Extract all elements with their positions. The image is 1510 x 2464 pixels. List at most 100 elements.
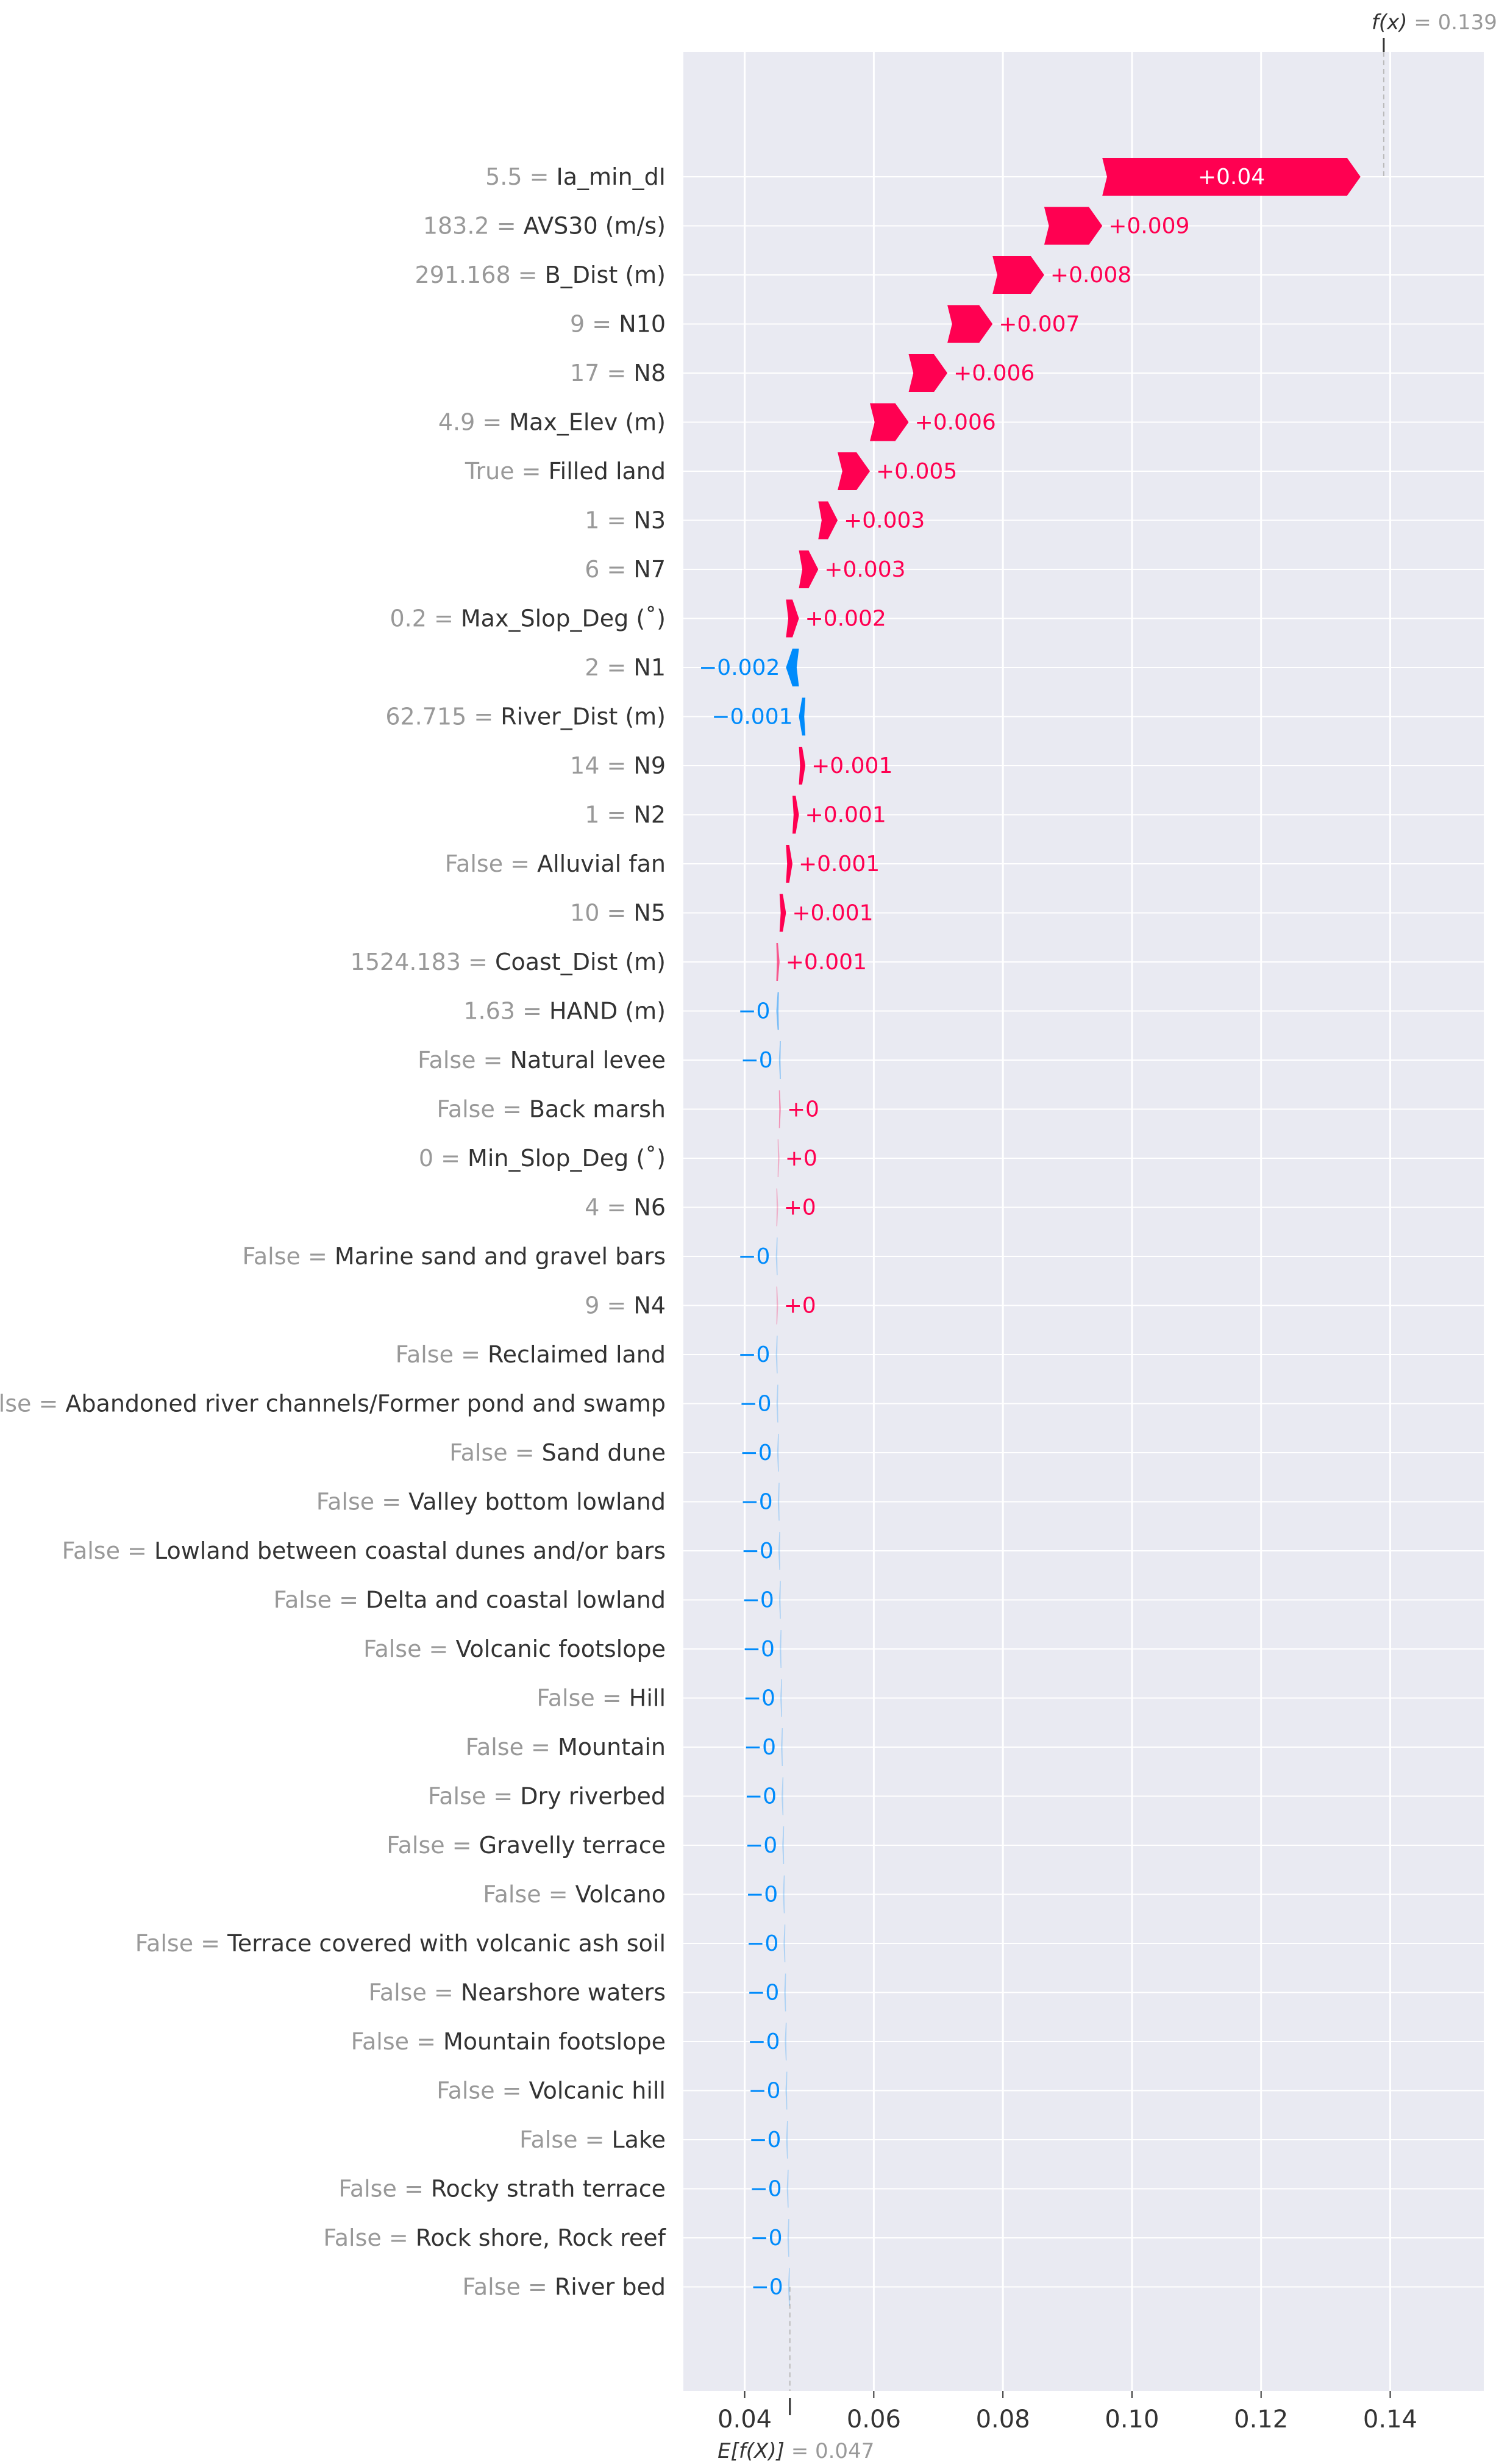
bar-negative: [778, 1581, 781, 1619]
feature-value: False: [396, 1341, 454, 1368]
feature-label: False = River bed: [462, 2274, 666, 2301]
equals-sign: =: [599, 556, 633, 583]
equals-sign: =: [461, 949, 495, 975]
contribution-label: −0: [749, 2128, 781, 2152]
contribution-label: +0.001: [792, 901, 873, 926]
feature-name: Volcano: [575, 1881, 666, 1908]
feature-name: N6: [633, 1194, 666, 1221]
contribution-label: +0.001: [786, 950, 867, 975]
contribution-label: −0: [744, 1784, 777, 1809]
feature-value: 1: [585, 507, 599, 534]
contribution-label: +0.007: [999, 312, 1080, 337]
bar-negative: [783, 1875, 785, 1914]
contribution-label: +0.001: [799, 852, 880, 877]
equals-sign: =: [515, 458, 549, 485]
equals-sign: =: [578, 2126, 612, 2153]
contribution-label: −0: [744, 1735, 776, 1760]
equals-sign: =: [503, 850, 537, 877]
feature-label: 1.63 = HAND (m): [463, 998, 666, 1025]
feature-label: False = Alluvial fan: [445, 850, 666, 877]
feature-label: False = Natural levee: [418, 1047, 666, 1074]
feature-value: 2: [585, 654, 599, 681]
feature-name: Mountain: [558, 1734, 666, 1761]
contribution-label: −0: [746, 1882, 778, 1907]
contribution-label: +0.003: [844, 508, 925, 533]
feature-name: Back marsh: [529, 1096, 666, 1123]
feature-label: False = Delta and coastal lowland: [274, 1587, 666, 1614]
feature-name: Delta and coastal lowland: [366, 1587, 666, 1614]
contribution-label: −0: [743, 1637, 775, 1662]
contribution-label: −0: [741, 1048, 773, 1073]
feature-label: False = Terrace covered with volcanic as…: [135, 1930, 666, 1957]
expected-value-symbol: E[f(X)]: [718, 2439, 785, 2463]
feature-label: False = Valley bottom lowland: [316, 1489, 666, 1515]
equals-sign: =: [511, 262, 545, 288]
equals-sign: =: [427, 1979, 461, 2006]
contribution-label: +0.009: [1108, 214, 1189, 239]
feature-name: Reclaimed land: [488, 1341, 666, 1368]
equals-sign: =: [427, 605, 461, 632]
equals-sign: =: [508, 1439, 542, 1466]
feature-label: 10 = N5: [570, 900, 666, 927]
feature-name: Rocky strath terrace: [431, 2176, 666, 2202]
feature-value: False: [316, 1489, 374, 1515]
feature-name: N3: [633, 507, 666, 534]
contribution-label: +0.04: [1198, 165, 1265, 190]
output-value-number: = 0.139: [1408, 10, 1497, 35]
equals-sign: =: [599, 1194, 633, 1221]
feature-label: 14 = N9: [570, 752, 666, 779]
feature-name: Lake: [612, 2126, 666, 2153]
equals-sign: =: [595, 1685, 629, 1712]
bar-positive: [870, 403, 909, 441]
equals-sign: =: [382, 2224, 416, 2251]
feature-name: AVS30 (m/s): [524, 213, 666, 240]
feature-name: N4: [633, 1292, 666, 1319]
feature-value: 9: [585, 1292, 599, 1319]
feature-value: False: [462, 2274, 520, 2301]
contribution-label: +0.008: [1050, 263, 1131, 288]
contribution-label: +0: [784, 1195, 816, 1220]
feature-name: N9: [633, 752, 666, 779]
feature-value: False: [466, 1734, 524, 1761]
contribution-label: −0: [751, 2275, 783, 2300]
contribution-label: +0.006: [953, 361, 1035, 386]
equals-sign: =: [585, 311, 619, 338]
feature-label: 0 = Min_Slop_Deg (˚): [419, 1145, 666, 1172]
bar-positive: [786, 599, 799, 638]
contribution-label: −0: [738, 1342, 770, 1367]
feature-value: False: [368, 1979, 426, 2006]
equals-sign: =: [475, 409, 509, 436]
equals-sign: =: [409, 2028, 443, 2055]
feature-value: False: [436, 2078, 494, 2104]
bar-positive: [786, 845, 792, 883]
feature-label: False = Volcanic footslope: [363, 1636, 666, 1662]
equals-sign: =: [524, 1734, 558, 1761]
x-axis: 0.04 0.06 0.08 0.10 0.12 0.14: [718, 2391, 1417, 2434]
bar-negative: [780, 1679, 783, 1717]
feature-label: 4.9 = Max_Elev (m): [438, 409, 666, 436]
equals-sign: =: [445, 1832, 479, 1859]
feature-value: False: [418, 1047, 475, 1074]
feature-name: Ia_min_dI: [557, 163, 666, 190]
feature-name: Coast_Dist (m): [495, 949, 666, 975]
bar-negative: [778, 1041, 781, 1079]
feature-name: Abandoned river channels/Former pond and…: [65, 1390, 666, 1417]
bar-negative: [787, 2219, 789, 2257]
feature-label: 4 = N6: [585, 1194, 666, 1221]
equals-sign: =: [301, 1243, 335, 1270]
contribution-label: +0.001: [805, 803, 886, 828]
contribution-label: −0: [746, 1931, 778, 1956]
equals-sign: =: [541, 1881, 575, 1908]
feature-value: False: [135, 1930, 193, 1957]
feature-value: 17: [570, 360, 599, 386]
feature-value: 6: [585, 556, 599, 583]
contribution-label: −0: [739, 1392, 772, 1417]
feature-name: Terrace covered with volcanic ash soil: [227, 1930, 666, 1957]
feature-value: True: [465, 458, 515, 485]
feature-value: False: [445, 850, 503, 877]
feature-label: 9 = N10: [570, 311, 666, 338]
contribution-label: −0: [738, 1244, 770, 1269]
feature-value: False: [436, 1096, 494, 1123]
feature-label: False = Rocky strath terrace: [338, 2176, 666, 2202]
feature-value: 1: [585, 802, 599, 828]
